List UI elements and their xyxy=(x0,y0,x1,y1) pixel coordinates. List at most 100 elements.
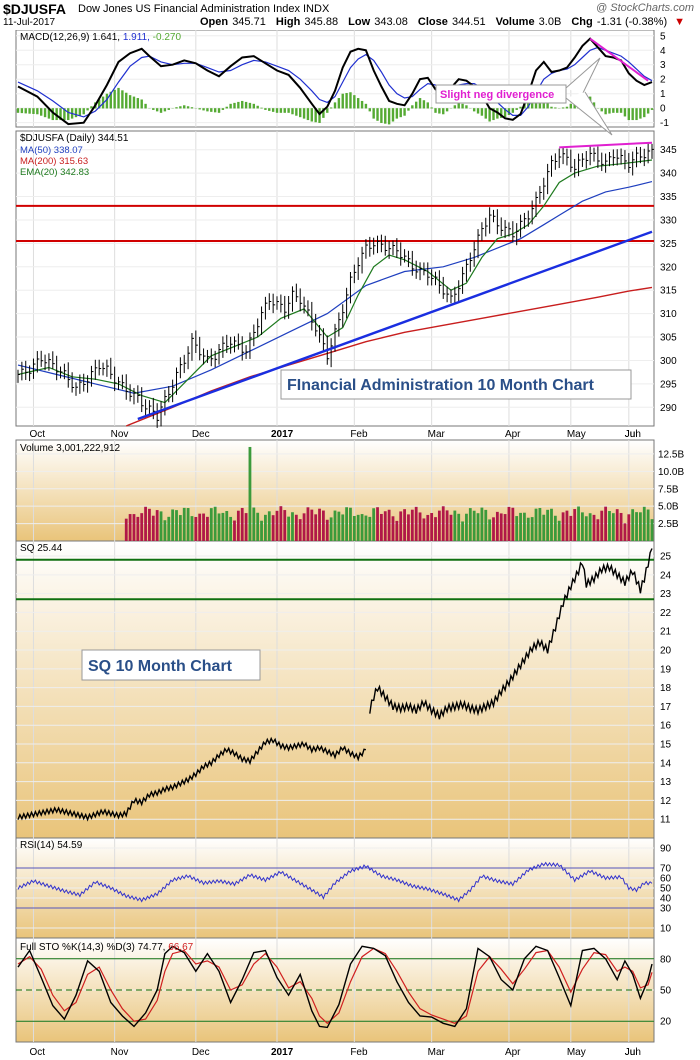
volume-bar xyxy=(221,512,225,541)
macd-histogram-bar xyxy=(360,100,364,109)
macd-histogram-bar xyxy=(333,102,337,109)
macd-histogram-bar xyxy=(418,98,422,109)
macd-histogram-bar xyxy=(484,108,487,119)
volume-bar xyxy=(163,520,167,541)
volume-bar xyxy=(124,518,128,541)
volume-bar xyxy=(395,520,399,541)
macd-tick: 4 xyxy=(660,46,666,57)
macd-histogram-bar xyxy=(152,108,155,110)
macd-divergence-line xyxy=(589,37,649,82)
volume-bar xyxy=(399,511,403,541)
volume-bar xyxy=(240,507,244,541)
price-axis-month-May: May xyxy=(567,429,586,440)
macd-histogram-bar xyxy=(550,106,553,109)
volume-bar xyxy=(267,511,271,541)
volume-bar xyxy=(167,516,171,541)
macd-histogram-bar xyxy=(67,108,70,121)
macd-histogram-bar xyxy=(132,96,136,109)
sq-tick: 15 xyxy=(660,740,672,751)
macd-histogram-bar xyxy=(210,108,213,112)
volume-bar xyxy=(534,508,538,541)
volume-bar xyxy=(171,509,175,541)
sq-tick: 13 xyxy=(660,777,672,788)
macd-histogram-bar xyxy=(554,107,557,109)
macd-histogram-bar xyxy=(503,108,507,118)
volume-bar xyxy=(650,519,654,541)
volume-label: Volume xyxy=(495,16,535,28)
chart-date: 11-Jul-2017 xyxy=(3,17,56,28)
volume-bar xyxy=(337,511,341,541)
price-divergence-line xyxy=(559,141,653,149)
macd-histogram-bar xyxy=(271,108,275,112)
close-label: Close xyxy=(417,16,448,28)
rsi-tick: 90 xyxy=(660,844,672,855)
rsi-tick: 10 xyxy=(660,924,672,935)
volume-bar xyxy=(256,512,260,541)
macd-annotation-pointer xyxy=(565,57,601,96)
sq-panel-title: SQ 25.44 xyxy=(20,543,63,554)
volume-bar xyxy=(233,520,236,541)
volume-tick: 5.0B xyxy=(658,502,679,513)
macd-histogram-bar xyxy=(63,108,66,121)
high-label: High xyxy=(275,16,301,28)
macd-histogram-bar xyxy=(163,108,167,112)
macd-histogram-bar xyxy=(310,108,314,122)
macd-histogram-bar xyxy=(639,108,642,119)
macd-histogram-bar xyxy=(445,108,449,112)
macd-tick: -1 xyxy=(660,118,669,129)
macd-histogram-bar xyxy=(190,107,194,109)
macd-histogram-bar xyxy=(500,108,503,118)
macd-histogram-bar xyxy=(650,108,654,110)
open-label: Open xyxy=(200,16,229,28)
macd-histogram-bar xyxy=(492,108,495,121)
price-axis-month-2017: 2017 xyxy=(271,429,294,440)
sto-panel-title: Full STO %K(14,3) %D(3) 74.77, 66.67 xyxy=(20,942,194,953)
volume-bar xyxy=(306,507,310,541)
sq-tick: 17 xyxy=(660,702,672,713)
volume-bar xyxy=(229,516,233,541)
macd-histogram-bar xyxy=(136,98,140,109)
volume-bar xyxy=(538,508,542,541)
volume-bar xyxy=(178,515,182,541)
macd-histogram-bar xyxy=(221,108,225,110)
volume-bar xyxy=(418,512,422,541)
macd-histogram-bar xyxy=(225,106,228,109)
price-annotation-text: FInancial Administration 10 Month Chart xyxy=(287,377,595,394)
macd-histogram-bar xyxy=(167,108,170,110)
volume-bar xyxy=(561,512,565,541)
macd-histogram-bar xyxy=(256,105,259,109)
volume-bar xyxy=(279,506,283,541)
volume-bar xyxy=(376,507,379,541)
macd-tick: 5 xyxy=(660,31,666,42)
macd-histogram-bar xyxy=(264,108,267,110)
volume-bar xyxy=(445,510,449,541)
volume-bar xyxy=(596,519,600,541)
macd-histogram-bar xyxy=(604,108,607,115)
sto-k-line xyxy=(17,945,653,1029)
macd-panel-title: MACD(12,26,9) 1.641, 1.911, -0.270 xyxy=(20,32,181,43)
macd-histogram-bar xyxy=(43,108,47,118)
volume-bar xyxy=(584,516,588,541)
rsi-tick: 70 xyxy=(660,864,672,875)
volume-bar xyxy=(159,511,163,541)
macd-histogram-bar xyxy=(82,108,85,115)
volume-bar xyxy=(577,506,580,541)
macd-histogram-bar xyxy=(302,108,306,119)
macd-histogram-bar xyxy=(414,101,418,109)
macd-histogram-bar xyxy=(376,108,379,121)
macd-histogram-bar xyxy=(616,108,619,113)
volume-bar xyxy=(615,509,619,541)
volume-bar xyxy=(627,514,631,541)
macd-tick: 3 xyxy=(660,60,666,71)
sq-annotation-text: SQ 10 Month Chart xyxy=(88,658,233,675)
macd-histogram-bar xyxy=(608,108,611,114)
volume-bar xyxy=(492,517,495,541)
macd-histogram-bar xyxy=(229,103,232,109)
volume-bar xyxy=(410,509,414,541)
bottom-axis-month-Dec: Dec xyxy=(192,1047,210,1058)
price-axis-month-Dec: Dec xyxy=(192,429,210,440)
macd-histogram-bar xyxy=(32,108,35,114)
volume-bar xyxy=(476,513,480,541)
volume-panel-title: Volume 3,001,222,912 xyxy=(20,443,121,454)
macd-histogram-bar xyxy=(55,108,58,121)
